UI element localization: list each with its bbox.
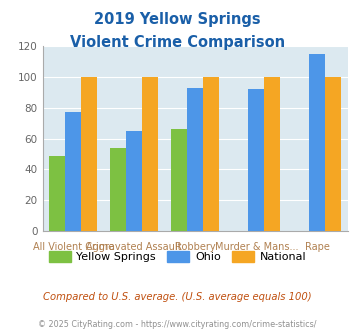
- Bar: [49, 155, 65, 231]
- Text: Compared to U.S. average. (U.S. average equals 100): Compared to U.S. average. (U.S. average …: [43, 292, 312, 302]
- Text: Murder & Mans...: Murder & Mans...: [214, 242, 298, 252]
- Bar: [171, 129, 187, 231]
- Text: All Violent Crime: All Violent Crime: [33, 242, 114, 252]
- Bar: [325, 77, 341, 231]
- Bar: [187, 88, 203, 231]
- Bar: [264, 77, 280, 231]
- Legend: Yellow Springs, Ohio, National: Yellow Springs, Ohio, National: [44, 247, 311, 267]
- Bar: [248, 89, 264, 231]
- Bar: [203, 77, 219, 231]
- Text: Robbery: Robbery: [175, 242, 215, 252]
- Text: 2019 Yellow Springs: 2019 Yellow Springs: [94, 12, 261, 26]
- Bar: [110, 148, 126, 231]
- Bar: [65, 113, 81, 231]
- Text: Aggravated Assault: Aggravated Assault: [86, 242, 182, 252]
- Bar: [81, 77, 97, 231]
- Bar: [142, 77, 158, 231]
- Text: Violent Crime Comparison: Violent Crime Comparison: [70, 35, 285, 50]
- Bar: [310, 54, 325, 231]
- Text: Rape: Rape: [305, 242, 330, 252]
- Bar: [126, 131, 142, 231]
- Text: © 2025 CityRating.com - https://www.cityrating.com/crime-statistics/: © 2025 CityRating.com - https://www.city…: [38, 320, 317, 329]
